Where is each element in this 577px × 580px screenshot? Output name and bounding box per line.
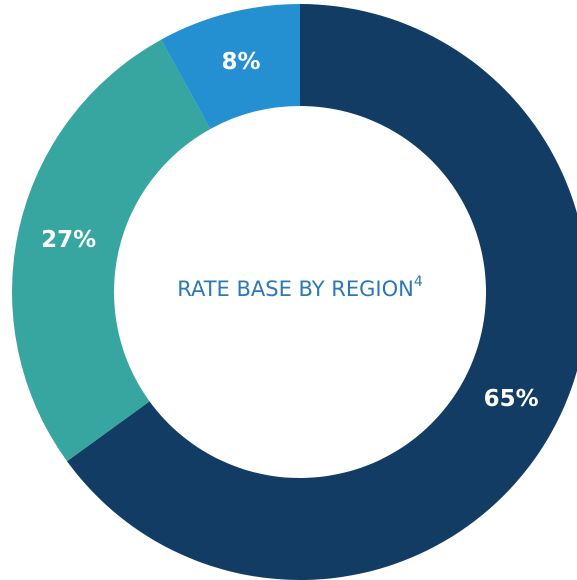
slices	[11, 4, 577, 580]
data-label: 8%	[222, 49, 261, 75]
title-text: RATE BASE BY REGION	[177, 277, 414, 301]
slice	[11, 39, 211, 462]
slice	[67, 4, 577, 580]
data-label: 65%	[484, 386, 539, 412]
data-label: 27%	[41, 227, 96, 253]
chart-title: RATE BASE BY REGION4	[177, 274, 423, 301]
slice	[161, 4, 300, 130]
title-superscript: 4	[414, 274, 423, 290]
